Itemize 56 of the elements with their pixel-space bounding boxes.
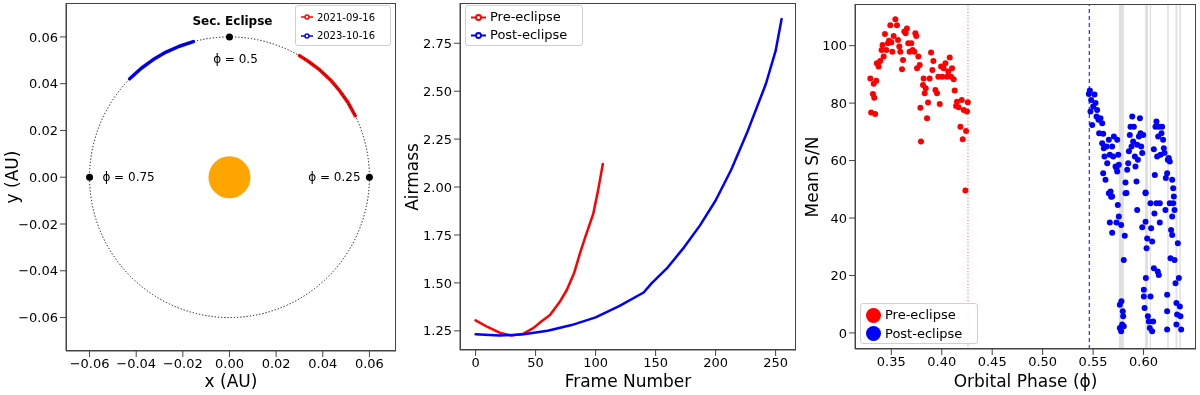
y-tick-label: 0.02 [29, 123, 58, 139]
annotation: Sec. Eclipse [192, 13, 273, 28]
legend-label: Pre-eclipse [490, 9, 561, 24]
legend-label: Post-eclipse [490, 27, 568, 43]
y-tick-label: 2.25 [423, 131, 452, 147]
x-tick-label: 250 [763, 355, 789, 371]
x-tick-label: −0.06 [69, 356, 110, 372]
y-tick-label: 0.04 [29, 76, 58, 92]
y-axis-title: y (AU) [2, 150, 22, 204]
y-tick-label: 0.00 [29, 169, 58, 185]
x-tick-label: 200 [703, 355, 729, 371]
legend-label: Post-eclipse [885, 325, 963, 341]
line-series [474, 162, 605, 337]
x-tick-label: 0.04 [308, 356, 338, 372]
x-tick-label: 0.50 [1028, 354, 1058, 370]
y-tick-label: 2.50 [423, 83, 452, 99]
y-tick-label: 1.50 [423, 275, 452, 291]
x-tick-label: 0.55 [1078, 354, 1108, 370]
x-tick-label: −0.02 [162, 356, 203, 372]
x-tick-label: 0.06 [354, 356, 384, 372]
y-tick-label: 0.06 [29, 29, 58, 45]
x-tick-label: 50 [527, 355, 544, 371]
y-tick-label: 2.00 [423, 179, 452, 195]
x-axis-title: Frame Number [563, 371, 693, 391]
y-tick-label: 2.75 [423, 35, 452, 51]
legend-label: 2023-10-16 [316, 30, 375, 42]
x-tick-label: 0.02 [261, 356, 291, 372]
y-tick-label: 80 [830, 95, 847, 111]
annotation: ϕ = 0.25 [308, 170, 361, 185]
y-tick-label: −0.04 [18, 263, 58, 279]
y-tick-label: −0.06 [18, 310, 58, 326]
y-tick-label: 1.75 [423, 227, 452, 243]
y-tick-label: −0.02 [18, 216, 58, 232]
x-axis-title: Orbital Phase (ϕ) [952, 371, 1099, 391]
legend-label: 2021-09-16 [316, 12, 375, 23]
x-tick-label: 0.00 [215, 356, 244, 372]
annotation: ϕ = 0.5 [213, 51, 258, 66]
y-tick-label: 0 [838, 325, 847, 341]
x-axis-title: x (AU) [203, 371, 259, 391]
x-tick-label: 0.40 [927, 354, 957, 370]
legend-label: Pre-eclipse [885, 307, 956, 323]
y-tick-label: 40 [830, 210, 847, 226]
x-tick-label: 0.60 [1129, 354, 1159, 370]
y-tick-label: 20 [830, 268, 847, 284]
y-axis-title: Airmass [402, 142, 422, 211]
x-tick-label: 150 [643, 355, 669, 371]
x-tick-label: −0.04 [116, 356, 157, 372]
annotation: ϕ = 0.75 [102, 170, 155, 185]
y-axis-title: Mean S/N [802, 136, 822, 217]
x-tick-label: 0 [471, 355, 480, 371]
x-tick-label: 100 [583, 355, 609, 371]
y-tick-label: 100 [822, 38, 847, 54]
x-tick-label: 0.35 [876, 354, 906, 370]
y-tick-label: 1.25 [423, 323, 452, 339]
x-tick-label: 0.45 [977, 354, 1007, 370]
y-tick-label: 60 [830, 153, 847, 169]
